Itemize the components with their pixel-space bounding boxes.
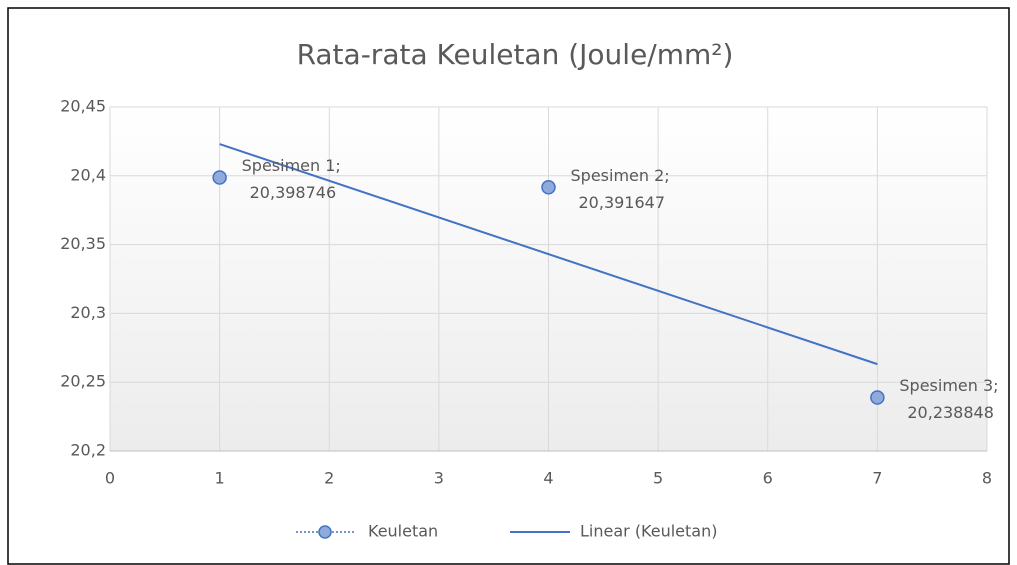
x-tick-label: 8	[982, 469, 992, 488]
data-point	[541, 180, 556, 195]
x-tick-label: 6	[763, 469, 773, 488]
data-label-value: 20,398746	[250, 183, 337, 202]
legend-label: Keuletan	[368, 522, 438, 541]
data-point	[212, 170, 227, 185]
y-tick-label: 20,45	[60, 97, 106, 116]
x-tick-label: 4	[543, 469, 553, 488]
legend-label: Linear (Keuletan)	[580, 522, 717, 541]
data-label-name: Spesimen 3;	[899, 376, 998, 395]
x-tick-label: 1	[215, 469, 225, 488]
chart-title: Rata-rata Keuletan (Joule/mm²)	[297, 38, 734, 71]
data-label-value: 20,391647	[579, 193, 666, 212]
x-tick-label: 2	[324, 469, 334, 488]
y-tick-label: 20,2	[70, 441, 106, 460]
y-tick-label: 20,35	[60, 234, 106, 253]
y-tick-label: 20,25	[60, 372, 106, 391]
legend-marker	[318, 525, 332, 539]
y-tick-label: 20,3	[70, 303, 106, 322]
x-tick-label: 0	[105, 469, 115, 488]
trendline	[219, 143, 878, 366]
x-tick-label: 5	[653, 469, 663, 488]
data-label-value: 20,238848	[907, 403, 994, 422]
x-tick-label: 7	[872, 469, 882, 488]
data-point	[870, 390, 885, 405]
x-tick-label: 3	[434, 469, 444, 488]
data-label-name: Spesimen 2;	[571, 166, 670, 185]
y-tick-label: 20,4	[70, 165, 106, 184]
data-label-name: Spesimen 1;	[242, 156, 341, 175]
